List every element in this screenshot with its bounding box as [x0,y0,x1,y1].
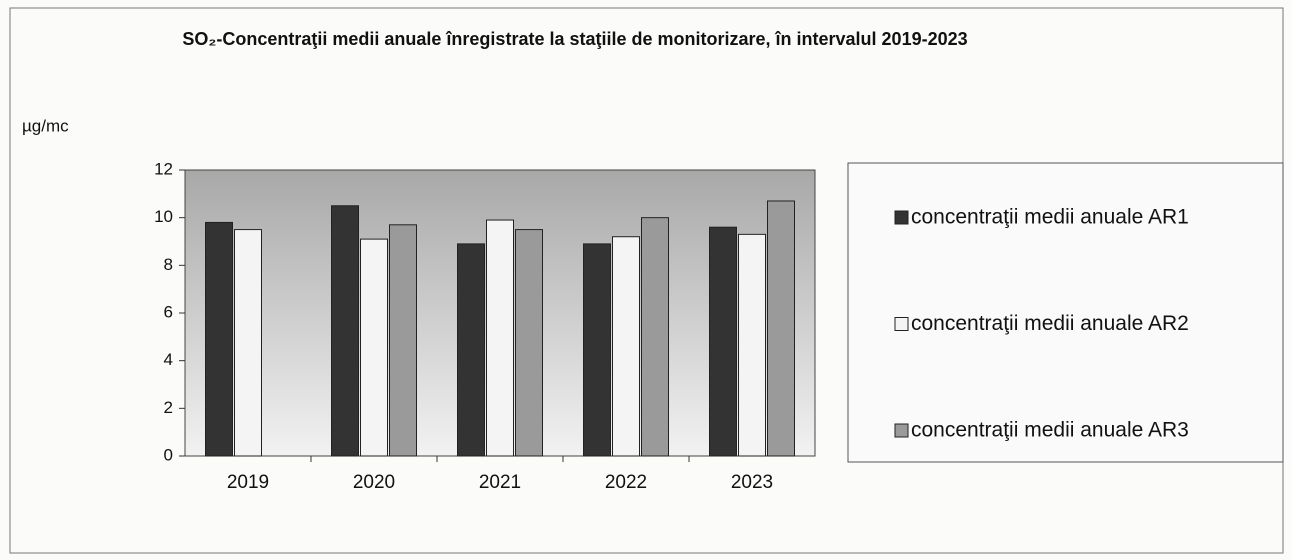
y-tick-label: 2 [164,398,173,417]
bar [738,233,766,457]
x-tick-label: 2022 [605,472,647,493]
bar [641,217,669,457]
bar [486,219,514,457]
legend-swatch [894,317,909,331]
x-tick-label: 2023 [731,472,773,493]
bar [583,243,611,457]
legend-swatch [894,210,909,225]
bar [205,221,233,457]
legend-label: concentraţii medii anuale AR3 [911,419,1189,442]
y-tick-label: 0 [164,445,173,464]
legend-swatch [894,423,909,438]
y-tick-label: 6 [164,302,173,321]
y-tick-label: 4 [164,350,173,369]
legend [847,162,1284,463]
chart-title: SO₂-Concentraţii medii anuale înregistra… [182,29,967,49]
bar [389,224,417,457]
bar [457,243,485,457]
y-tick-label: 8 [164,255,173,274]
bar [515,229,543,457]
y-tick-label: 10 [154,207,173,226]
x-tick-label: 2021 [479,472,521,493]
bar [234,229,262,457]
x-tick-label: 2020 [353,472,395,493]
bar [360,238,388,457]
y-axis-label: µg/mc [22,116,69,135]
bar [709,226,737,457]
legend-label: concentraţii medii anuale AR1 [911,206,1189,229]
legend-label: concentraţii medii anuale AR2 [911,312,1189,335]
y-tick-label: 12 [154,159,173,178]
bar [612,236,640,457]
bar [767,200,795,457]
x-tick-label: 2019 [227,472,269,493]
bar [331,205,359,457]
